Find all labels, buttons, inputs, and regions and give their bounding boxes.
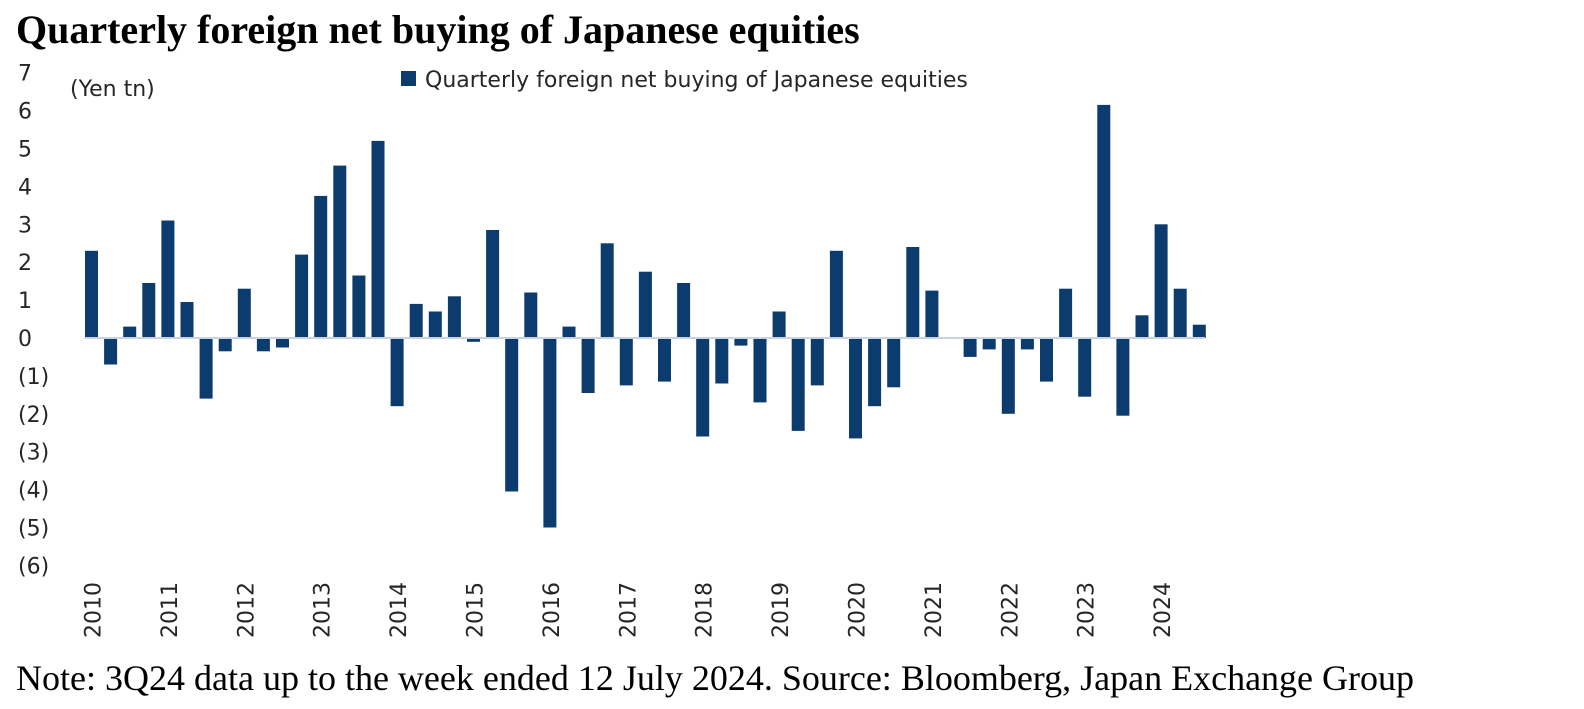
x-tick-label: 2015 bbox=[464, 582, 489, 638]
y-axis-unit-label: (Yen tn) bbox=[70, 77, 155, 102]
legend-swatch bbox=[401, 71, 416, 86]
bar bbox=[982, 338, 996, 350]
bar bbox=[486, 230, 500, 338]
bar bbox=[1001, 338, 1015, 414]
bar bbox=[1020, 338, 1034, 350]
x-tick-label: 2016 bbox=[540, 582, 565, 638]
bar bbox=[638, 271, 652, 338]
bar bbox=[543, 338, 557, 528]
bar bbox=[715, 338, 729, 384]
bar bbox=[906, 247, 920, 338]
y-tick-label: 0 bbox=[18, 327, 32, 352]
y-tick-label: 7 bbox=[18, 62, 32, 87]
y-tick-label: 5 bbox=[18, 138, 32, 163]
bar bbox=[447, 296, 461, 338]
bar bbox=[925, 290, 939, 338]
y-tick-label: (6) bbox=[18, 554, 49, 579]
y-tick-label: 2 bbox=[18, 251, 32, 276]
legend: Quarterly foreign net buying of Japanese… bbox=[401, 68, 968, 93]
x-tick-label: 2023 bbox=[1075, 582, 1100, 638]
bar bbox=[1078, 338, 1092, 397]
bar bbox=[849, 338, 862, 439]
bar bbox=[428, 311, 442, 338]
bar bbox=[1135, 315, 1149, 338]
x-tick-label: 2024 bbox=[1151, 582, 1176, 638]
bar bbox=[104, 338, 118, 365]
bar bbox=[237, 288, 251, 338]
x-tick-label: 2020 bbox=[846, 582, 871, 638]
bar bbox=[256, 338, 270, 352]
x-tick-label: 2012 bbox=[234, 582, 259, 638]
y-tick-label: 6 bbox=[18, 100, 32, 125]
bar bbox=[199, 338, 213, 399]
bar bbox=[868, 338, 882, 407]
bar bbox=[409, 303, 423, 338]
bar bbox=[1192, 324, 1206, 338]
bar bbox=[600, 243, 614, 339]
legend-label: Quarterly foreign net buying of Japanese… bbox=[425, 68, 968, 93]
bar bbox=[810, 338, 824, 386]
x-tick-label: 2021 bbox=[922, 582, 947, 638]
bar bbox=[619, 338, 633, 386]
x-tick-label: 2017 bbox=[616, 582, 641, 638]
bar bbox=[1040, 338, 1053, 382]
bar bbox=[1154, 224, 1168, 338]
bar bbox=[562, 326, 576, 338]
bar bbox=[218, 338, 232, 352]
bar bbox=[295, 254, 309, 338]
bar bbox=[467, 338, 480, 342]
bar bbox=[371, 140, 385, 338]
bar bbox=[180, 302, 194, 338]
bar bbox=[1097, 104, 1111, 339]
bar bbox=[963, 338, 977, 357]
chart-title: Quarterly foreign net buying of Japanese… bbox=[16, 7, 860, 52]
y-tick-label: (2) bbox=[18, 403, 49, 428]
bar bbox=[85, 250, 98, 338]
bar bbox=[333, 165, 347, 338]
y-axis: 7 6 5 4 3 2 1 0 (1) (2) (3) (4) (5) (6) bbox=[18, 62, 49, 580]
bar bbox=[658, 338, 671, 382]
bar bbox=[524, 292, 538, 338]
x-tick-label: 2019 bbox=[769, 582, 794, 638]
bar bbox=[276, 338, 289, 348]
bar bbox=[696, 338, 710, 437]
bar bbox=[581, 338, 595, 393]
x-tick-label: 2011 bbox=[158, 582, 183, 638]
bar bbox=[505, 338, 519, 492]
bar bbox=[791, 338, 805, 431]
bar bbox=[677, 283, 691, 338]
x-axis: 2010 2011 2012 2013 2014 2015 2016 2017 2018 2019… bbox=[82, 582, 1177, 638]
x-tick-label: 2022 bbox=[998, 582, 1023, 638]
y-tick-label: 3 bbox=[18, 213, 32, 238]
x-tick-label: 2014 bbox=[387, 582, 412, 638]
bar bbox=[1116, 338, 1130, 416]
source-note: Note: 3Q24 data up to the week ended 12 … bbox=[16, 658, 1415, 698]
bar bbox=[1059, 288, 1073, 338]
y-tick-label: (1) bbox=[18, 365, 49, 390]
bar bbox=[753, 338, 767, 403]
bar bbox=[887, 338, 901, 388]
bar bbox=[734, 338, 748, 346]
bar bbox=[314, 195, 328, 338]
bar bbox=[1173, 288, 1187, 338]
x-tick-label: 2013 bbox=[311, 582, 336, 638]
x-tick-label: 2010 bbox=[82, 582, 107, 638]
bar bbox=[123, 326, 137, 338]
bar bbox=[352, 275, 366, 338]
bar bbox=[829, 250, 843, 338]
y-tick-label: (4) bbox=[18, 479, 49, 504]
y-tick-label: (3) bbox=[18, 441, 49, 466]
bar bbox=[161, 220, 175, 338]
y-tick-label: 1 bbox=[18, 289, 32, 314]
y-tick-label: (5) bbox=[18, 517, 49, 542]
bar-series bbox=[85, 104, 1206, 528]
bar bbox=[390, 338, 404, 407]
x-tick-label: 2018 bbox=[693, 582, 718, 638]
bar bbox=[142, 283, 156, 338]
bar bbox=[772, 311, 786, 338]
y-tick-label: 4 bbox=[18, 175, 32, 200]
